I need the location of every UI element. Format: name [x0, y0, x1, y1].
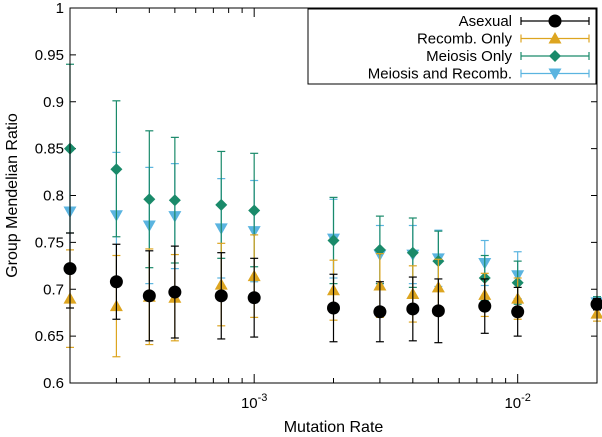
data-point — [110, 163, 123, 176]
x-tick-label: 10-2 — [504, 392, 530, 412]
y-tick-label: 0.9 — [43, 94, 64, 111]
data-point — [215, 198, 228, 211]
data-point — [142, 289, 156, 303]
series-layer — [63, 63, 602, 358]
data-point — [511, 305, 525, 319]
legend-marker — [548, 68, 562, 80]
x-tick-label: 10-3 — [241, 392, 267, 412]
legend-label: Meiosis and Recomb. — [368, 66, 512, 83]
plot-frame — [69, 7, 598, 384]
y-tick-label: 1 — [56, 0, 64, 17]
data-point — [168, 194, 181, 207]
series-asexual — [63, 232, 602, 344]
y-tick-label: 0.8 — [43, 188, 64, 205]
y-tick-label: 0.6 — [43, 375, 64, 392]
data-point — [590, 297, 602, 311]
data-point — [214, 289, 228, 303]
data-point — [590, 307, 602, 319]
tick-layer: 0.6 0.65 0.7 0.75 0.8 0.85 0.9 0.95 1 10-3 10-2 — [35, 0, 598, 412]
legend-label: Asexual — [459, 13, 512, 30]
data-point — [327, 234, 340, 247]
legend-marker — [548, 32, 562, 44]
y-axis-label: Group Mendelian Ratio — [4, 113, 21, 278]
data-point — [248, 204, 261, 217]
data-point — [168, 285, 182, 299]
legend-label: Meiosis Only — [426, 48, 512, 65]
y-tick-label: 0.95 — [35, 47, 64, 64]
data-point — [373, 243, 386, 256]
data-point — [431, 304, 445, 318]
y-tick-label: 0.85 — [35, 141, 64, 158]
data-point — [109, 275, 123, 289]
data-point — [247, 291, 261, 305]
legend-marker — [548, 14, 562, 28]
data-point — [327, 301, 340, 315]
y-tick-label: 0.65 — [35, 328, 64, 345]
data-point — [406, 302, 420, 316]
data-point — [143, 193, 156, 206]
data-point — [478, 299, 492, 313]
y-tick-label: 0.7 — [43, 281, 64, 298]
x-axis-label: Mutation Rate — [284, 419, 384, 436]
data-point — [373, 305, 387, 319]
y-tick-label: 0.75 — [35, 234, 64, 251]
legend-label: Recomb. Only — [417, 31, 513, 48]
data-point — [406, 246, 419, 259]
legend-marker — [549, 50, 561, 62]
